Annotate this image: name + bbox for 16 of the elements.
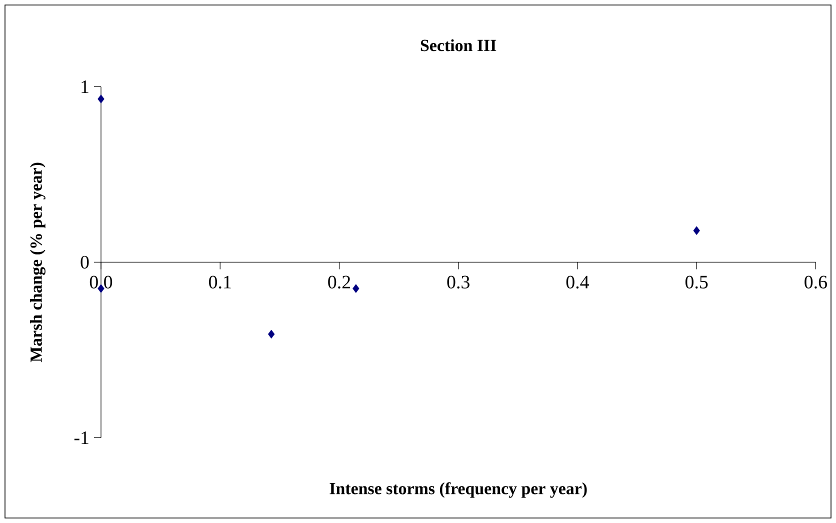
- x-tick-label: 0.6: [804, 276, 827, 289]
- point: [352, 284, 360, 293]
- y-tick-label: 1: [82, 80, 88, 93]
- chart-title: Section III: [420, 39, 496, 52]
- y-tick-label: -1: [74, 431, 88, 444]
- x-tick-label: 0.3: [447, 276, 470, 289]
- x-tick-label: 0.1: [209, 276, 231, 289]
- x-tick-label: 0.4: [566, 276, 590, 289]
- point: [98, 94, 104, 104]
- x-tick-label: 0.2: [328, 276, 350, 289]
- x-tick-label: 0.5: [685, 276, 708, 289]
- x-axis-title: Intense storms (frequency per year): [330, 482, 587, 498]
- point: [268, 330, 275, 339]
- y-tick-label: 0: [80, 256, 89, 269]
- y-axis-title: Marsh change (% per year): [30, 162, 46, 362]
- point: [693, 226, 700, 236]
